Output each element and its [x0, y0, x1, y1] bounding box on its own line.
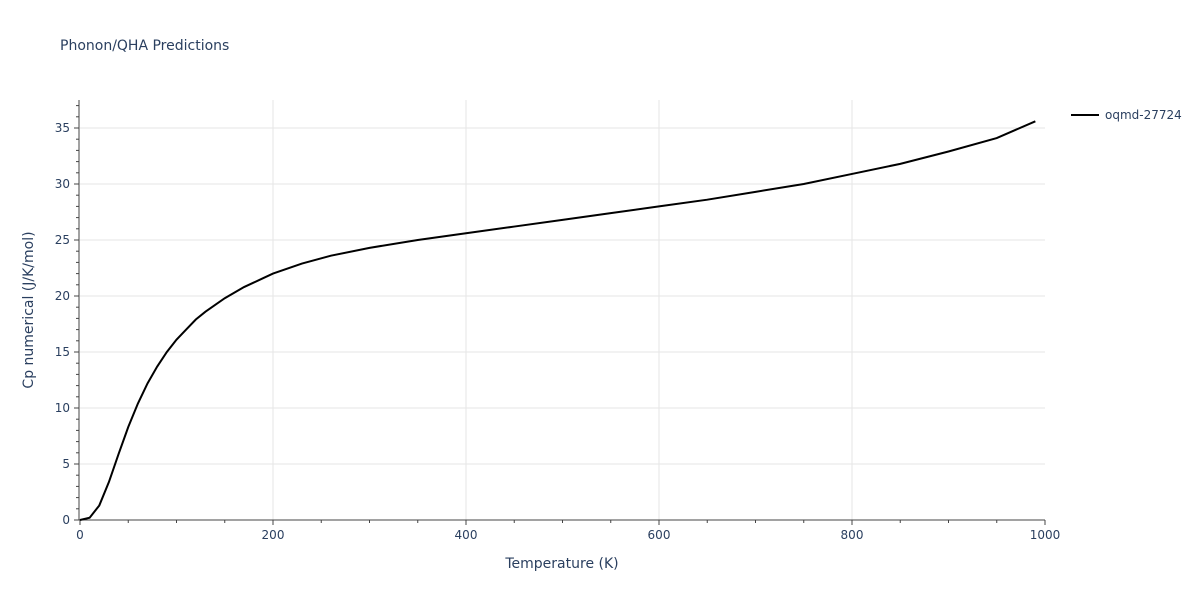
- y-tick-label: 0: [62, 513, 70, 527]
- grid: [80, 100, 1045, 520]
- x-tick-label: 600: [648, 528, 671, 542]
- x-axis-title: Temperature (K): [504, 556, 618, 572]
- y-tick-label: 5: [62, 457, 70, 471]
- y-tick-label: 25: [55, 233, 70, 247]
- y-tick-label: 35: [55, 121, 70, 135]
- x-tick-label: 200: [262, 528, 285, 542]
- y-tick-label: 30: [55, 177, 70, 191]
- x-tick-label: 0: [76, 528, 84, 542]
- y-tick-label: 10: [55, 401, 70, 415]
- tick-labels: 0 5 10 15 20 25 30 35 0 200 400 600 800 1000: [55, 121, 1061, 542]
- legend-label: oqmd-27724: [1105, 108, 1182, 122]
- x-tick-label: 400: [455, 528, 478, 542]
- x-tick-label: 800: [841, 528, 864, 542]
- legend[interactable]: oqmd-27724: [1071, 108, 1182, 122]
- chart-title: Phonon/QHA Predictions: [60, 38, 229, 54]
- y-tick-label: 15: [55, 345, 70, 359]
- x-tick-label: 1000: [1030, 528, 1061, 542]
- axes: [74, 100, 1046, 525]
- y-axis-title: Cp numerical (J/K/mol): [21, 231, 37, 388]
- y-tick-label: 20: [55, 289, 70, 303]
- series-line: [79, 120, 1036, 521]
